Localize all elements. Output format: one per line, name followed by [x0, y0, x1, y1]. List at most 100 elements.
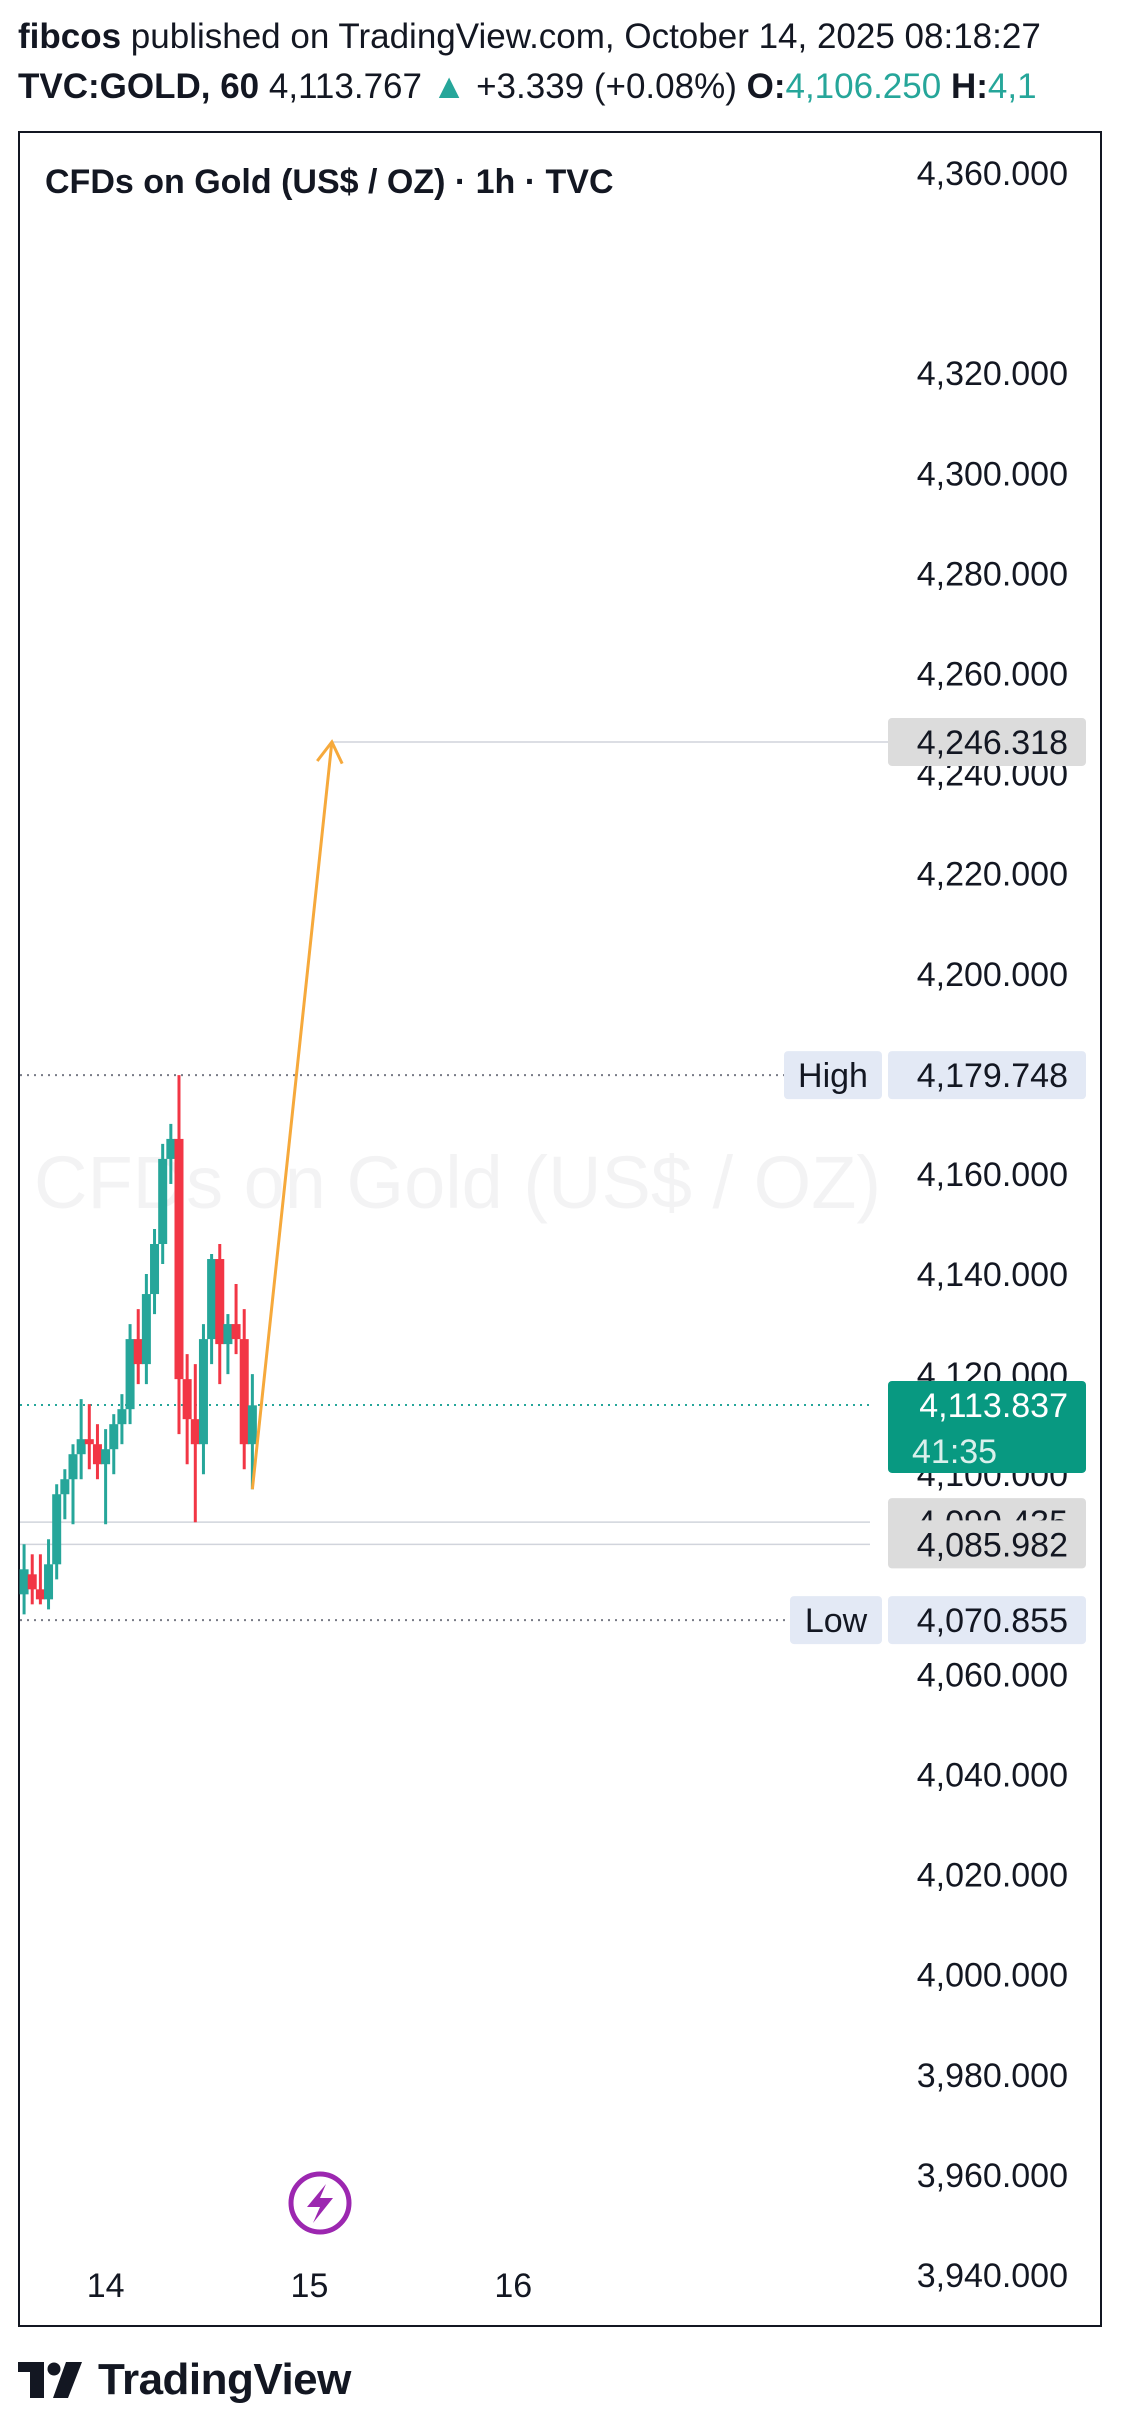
x-tick-label: 14: [87, 2267, 125, 2305]
price-tag-low: [888, 1596, 1086, 1645]
footer-brand[interactable]: TradingView: [18, 2355, 351, 2405]
y-tick-label: 4,360.000: [917, 155, 1068, 193]
level-tag-high: High: [798, 1057, 868, 1095]
change-arrow-icon: ▲: [431, 67, 467, 106]
bar-countdown: 41:35: [912, 1433, 997, 1471]
candle-body: [231, 1324, 241, 1340]
publish-line: fibcos published on TradingView.com, Oct…: [18, 12, 1118, 62]
price-tag-target: [888, 717, 1086, 766]
candle-body: [60, 1479, 70, 1495]
y-tick-label: 4,260.000: [917, 655, 1068, 693]
candle-18[interactable]: [166, 1123, 176, 1184]
candle-body: [68, 1454, 78, 1480]
candle-28[interactable]: [247, 1374, 257, 1490]
candle-body: [92, 1444, 102, 1465]
candle-16[interactable]: [150, 1229, 160, 1315]
candle-17[interactable]: [158, 1143, 168, 1265]
candle-body: [109, 1424, 119, 1450]
y-tick-label: 4,060.000: [917, 1656, 1068, 1694]
candle-8[interactable]: [84, 1404, 94, 1470]
y-tick-label: 4,220.000: [917, 856, 1068, 894]
price-tag-high: [888, 1051, 1086, 1100]
y-tick-label: 4,200.000: [917, 956, 1068, 994]
candle-7[interactable]: [76, 1399, 86, 1480]
candle-24[interactable]: [215, 1244, 225, 1385]
high-value: 4,1: [987, 67, 1037, 106]
candle-10[interactable]: [101, 1429, 111, 1525]
candle-body: [19, 1569, 29, 1595]
candle-25[interactable]: [223, 1314, 233, 1375]
candle-15[interactable]: [141, 1274, 151, 1385]
price-tag-label-target: 4,246.318: [917, 724, 1068, 762]
candle-body: [35, 1589, 45, 1600]
candle-body: [247, 1405, 257, 1445]
candle-19[interactable]: [174, 1075, 184, 1435]
level-tag-bg-high: [784, 1051, 882, 1100]
candle-11[interactable]: [109, 1414, 119, 1475]
candle-14[interactable]: [133, 1309, 143, 1385]
candle-13[interactable]: [125, 1324, 135, 1425]
price-tag-label-level-b: 4,085.982: [917, 1526, 1068, 1564]
chart-title: CFDs on Gold (US$ / OZ) · 1h · TVC: [45, 163, 614, 201]
candle-4[interactable]: [52, 1484, 62, 1580]
candle-27[interactable]: [239, 1309, 249, 1470]
tradingview-logo-icon: [18, 2362, 82, 2398]
candle-0[interactable]: [19, 1544, 29, 1615]
lightning-bolt-icon[interactable]: [288, 2171, 352, 2235]
projection-arrowhead-icon: [316, 739, 344, 765]
price-tag-current: [888, 1380, 1086, 1473]
candle-3[interactable]: [44, 1539, 54, 1610]
candle-body: [166, 1138, 176, 1159]
candle-body: [141, 1294, 151, 1365]
candle-body: [117, 1409, 127, 1425]
y-tick-label: 4,000.000: [917, 1957, 1068, 1995]
candle-20[interactable]: [182, 1354, 192, 1465]
y-tick-label: 4,280.000: [917, 555, 1068, 593]
candle-body: [207, 1259, 217, 1340]
candle-9[interactable]: [92, 1424, 102, 1480]
y-tick-label: 4,140.000: [917, 1256, 1068, 1294]
y-tick-label: 3,980.000: [917, 2057, 1068, 2095]
candle-12[interactable]: [117, 1394, 127, 1445]
published-text: published on TradingView.com, October 14…: [121, 17, 1041, 56]
y-tick-label: 4,040.000: [917, 1756, 1068, 1794]
high-label: H:: [950, 67, 988, 106]
candle-21[interactable]: [190, 1364, 200, 1523]
candle-body: [182, 1379, 192, 1420]
symbol: TVC:GOLD, 60: [18, 67, 260, 106]
candle-body: [101, 1449, 111, 1465]
open-value: 4,106.250: [785, 67, 942, 106]
chart-header: fibcos published on TradingView.com, Oct…: [18, 12, 1118, 112]
candle-23[interactable]: [207, 1254, 217, 1365]
author-name[interactable]: fibcos: [18, 17, 122, 56]
last-price: 4,113.767: [268, 67, 422, 106]
candle-body: [239, 1339, 249, 1445]
candle-body: [84, 1439, 94, 1445]
candle-2[interactable]: [35, 1554, 45, 1605]
price-tag-label-current: 4,113.837: [919, 1387, 1068, 1425]
candle-1[interactable]: [27, 1554, 37, 1605]
candle-body: [215, 1259, 225, 1345]
price-change: +3.339 (+0.08%): [476, 67, 737, 106]
price-tag-label-high: 4,179.748: [917, 1057, 1068, 1095]
candle-6[interactable]: [68, 1444, 78, 1525]
candle-5[interactable]: [60, 1469, 70, 1520]
level-tag-low: Low: [805, 1602, 868, 1640]
candle-body: [150, 1244, 160, 1295]
candle-22[interactable]: [198, 1324, 208, 1475]
y-tick-label: 3,960.000: [917, 2157, 1068, 2195]
projection-arrow-line[interactable]: [250, 741, 334, 1490]
price-tag-level-b: [888, 1520, 1086, 1569]
y-tick-label: 4,160.000: [917, 1156, 1068, 1194]
chart-frame[interactable]: [18, 131, 1102, 2327]
y-tick-label: 4,020.000: [917, 1857, 1068, 1895]
x-tick-label: 16: [494, 2267, 532, 2305]
y-tick-label: 3,940.000: [917, 2257, 1068, 2295]
brand-name: TradingView: [98, 2355, 351, 2404]
candle-26[interactable]: [231, 1284, 241, 1355]
candle-body: [158, 1158, 168, 1245]
candle-body: [190, 1419, 200, 1445]
y-tick-label: 4,300.000: [917, 455, 1068, 493]
level-tag-bg-low: [790, 1596, 882, 1645]
